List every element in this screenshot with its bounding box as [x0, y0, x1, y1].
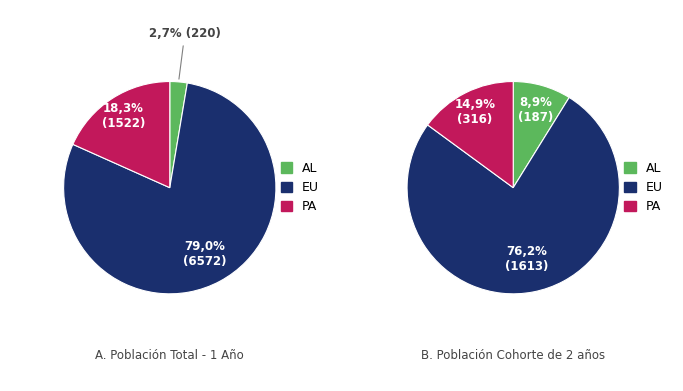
Text: 18,3%
(1522): 18,3% (1522)	[102, 102, 145, 131]
Wedge shape	[170, 81, 187, 188]
Text: 14,9%
(316): 14,9% (316)	[454, 98, 495, 126]
Legend: AL, EU, PA: AL, EU, PA	[276, 157, 324, 219]
Text: 79,0%
(6572): 79,0% (6572)	[184, 240, 227, 268]
Text: 76,2%
(1613): 76,2% (1613)	[505, 245, 548, 273]
Text: 8,9%
(187): 8,9% (187)	[518, 96, 553, 124]
Title: A. Población Total - 1 Año: A. Población Total - 1 Año	[96, 350, 244, 362]
Wedge shape	[73, 81, 170, 188]
Wedge shape	[513, 81, 569, 188]
Wedge shape	[64, 83, 276, 294]
Wedge shape	[407, 97, 619, 294]
Legend: AL, EU, PA: AL, EU, PA	[619, 157, 668, 219]
Title: B. Población Cohorte de 2 años: B. Población Cohorte de 2 años	[421, 350, 605, 362]
Wedge shape	[428, 81, 513, 188]
Text: 2,7% (220): 2,7% (220)	[149, 27, 221, 79]
